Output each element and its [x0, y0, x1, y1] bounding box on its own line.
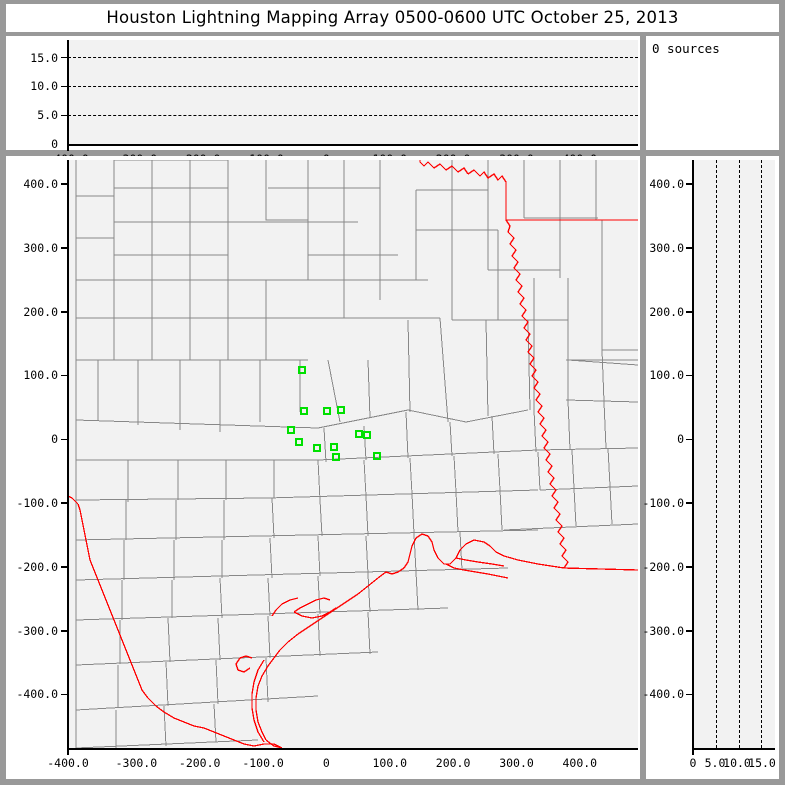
lma-station-marker[interactable]: [322, 406, 331, 415]
right-ytick-minus300: [686, 630, 693, 632]
ytick-label-15: 15.0: [30, 50, 58, 65]
source-count-panel[interactable]: 0 sources: [646, 36, 779, 150]
map-ytick-400: [61, 183, 68, 185]
right-ytick-label-200: 200.0: [649, 304, 684, 319]
lma-station-marker[interactable]: [313, 443, 322, 452]
xtick-minus400: [67, 144, 69, 151]
map-xtick-label-200: 200.0: [435, 756, 471, 770]
right-xtick-label-15: 15.0: [748, 756, 776, 770]
lma-station-marker[interactable]: [355, 429, 363, 438]
right-ytick-label-300: 300.0: [649, 240, 684, 255]
gridline-x-15: [761, 160, 763, 748]
map-plot-area[interactable]: [68, 160, 638, 748]
right-ytick-minus400: [686, 693, 693, 696]
right-ytick-minus200: [686, 566, 693, 568]
map-ytick-label-200: 200.0: [23, 304, 58, 319]
altitude-time-plot-area[interactable]: [68, 40, 638, 144]
map-ytick-label-0: 0: [51, 432, 58, 447]
map-ytick-label-100: 100.0: [23, 368, 58, 383]
map-x-axis: [67, 748, 638, 750]
right-x-axis: [692, 748, 775, 750]
gridline-y-5: [68, 115, 638, 117]
lma-station-marker[interactable]: [297, 366, 306, 375]
right-ytick-label-minus100: -100.0: [642, 496, 684, 510]
map-panel[interactable]: 400.0 300.0 200.0 100.0 0 -100.0 -200.0 …: [6, 156, 640, 779]
right-ytick-0: [686, 438, 693, 441]
ytick-15: [61, 56, 68, 59]
right-xtick-label-10: 10.0: [723, 756, 751, 770]
map-xtick-label-100: 100.0: [372, 756, 408, 770]
altitude-time-y-axis: [67, 40, 69, 144]
ytick-10: [61, 85, 68, 88]
gridline-y-15: [68, 57, 638, 59]
gridline-x-10: [738, 160, 740, 748]
map-ytick-minus200: [61, 566, 68, 568]
map-ytick-label-minus100: -100.0: [16, 496, 58, 510]
lma-station-marker[interactable]: [286, 426, 295, 435]
map-xtick-label-0: 0: [322, 756, 330, 770]
right-ytick-label-minus200: -200.0: [642, 559, 684, 574]
altitude-time-x-axis: [67, 144, 638, 146]
map-ytick-100: [61, 374, 68, 377]
source-count-label: 0 sources: [652, 41, 720, 56]
lma-station-marker[interactable]: [330, 442, 339, 451]
map-ytick-label-minus400: -400.0: [16, 687, 58, 702]
map-xtick-label-minus200: -200.0: [178, 756, 221, 770]
map-ytick-minus300: [61, 630, 68, 632]
map-ytick-label-minus300: -300.0: [16, 623, 58, 638]
altitude-histogram-plot-area[interactable]: [693, 160, 775, 748]
map-ytick-label-minus200: -200.0: [16, 559, 58, 574]
map-ytick-label-400: 400.0: [23, 177, 58, 191]
page-title: Houston Lightning Mapping Array 0500-060…: [106, 8, 679, 27]
right-xtick-label-5: 5.0: [704, 756, 726, 770]
right-ytick-label-0: 0: [677, 432, 684, 447]
map-xtick-label-300: 300.0: [499, 756, 534, 770]
lma-station-marker[interactable]: [363, 431, 372, 440]
right-ytick-label-minus300: -300.0: [642, 623, 684, 638]
altitude-histogram-panel[interactable]: 400.0 300.0 200.0 100.0 0 -100.0 -200.0 …: [642, 156, 779, 779]
county-borders: [75, 160, 638, 748]
right-ytick-label-minus400: -400.0: [642, 687, 684, 702]
map-xtick-label-minus100: -100.0: [242, 756, 284, 770]
map-xtick-label-400: 400.0: [562, 756, 598, 770]
gridline-x-5: [715, 160, 717, 748]
map-ytick-300: [61, 247, 68, 249]
ytick-label-10: 10.0: [30, 79, 58, 94]
map-ytick-minus400: [61, 693, 68, 696]
right-ytick-label-100: 100.0: [649, 368, 684, 383]
map-ytick-0: [61, 438, 68, 441]
lma-station-marker[interactable]: [337, 405, 346, 414]
altitude-time-panel[interactable]: 15.0 10.0 5.0 0 -400.0 -300.0 -200.0 -10…: [6, 36, 640, 166]
map-ytick-200: [61, 311, 68, 313]
right-ytick-100: [686, 374, 693, 377]
lma-station-marker[interactable]: [295, 437, 304, 446]
right-ytick-minus100: [686, 502, 693, 504]
right-y-axis: [692, 160, 694, 748]
right-ytick-label-400: 400.0: [649, 177, 684, 191]
state-borders: [68, 160, 638, 748]
map-ytick-minus100: [61, 502, 68, 504]
map-xtick-label-minus400: -400.0: [47, 756, 89, 770]
map-xtick-label-minus300: -300.0: [115, 756, 158, 770]
lma-station-marker[interactable]: [300, 407, 309, 416]
title-panel: Houston Lightning Mapping Array 0500-060…: [6, 4, 779, 32]
gridline-y-10: [68, 86, 638, 88]
right-ytick-300: [686, 247, 693, 249]
ytick-label-0: 0: [51, 137, 58, 152]
right-ytick-200: [686, 311, 693, 313]
map-ytick-label-300: 300.0: [23, 240, 58, 255]
ytick-5: [61, 114, 68, 117]
lma-station-marker[interactable]: [332, 453, 341, 462]
right-xtick-label-0: 0: [689, 756, 697, 770]
right-xtick-0: [692, 748, 694, 755]
map-y-axis: [67, 160, 69, 748]
geography-layer: [68, 160, 638, 748]
lma-station-marker[interactable]: [372, 451, 381, 460]
ytick-label-5: 5.0: [37, 108, 58, 123]
right-ytick-400: [686, 183, 693, 185]
map-xtick-minus400: [67, 748, 69, 755]
